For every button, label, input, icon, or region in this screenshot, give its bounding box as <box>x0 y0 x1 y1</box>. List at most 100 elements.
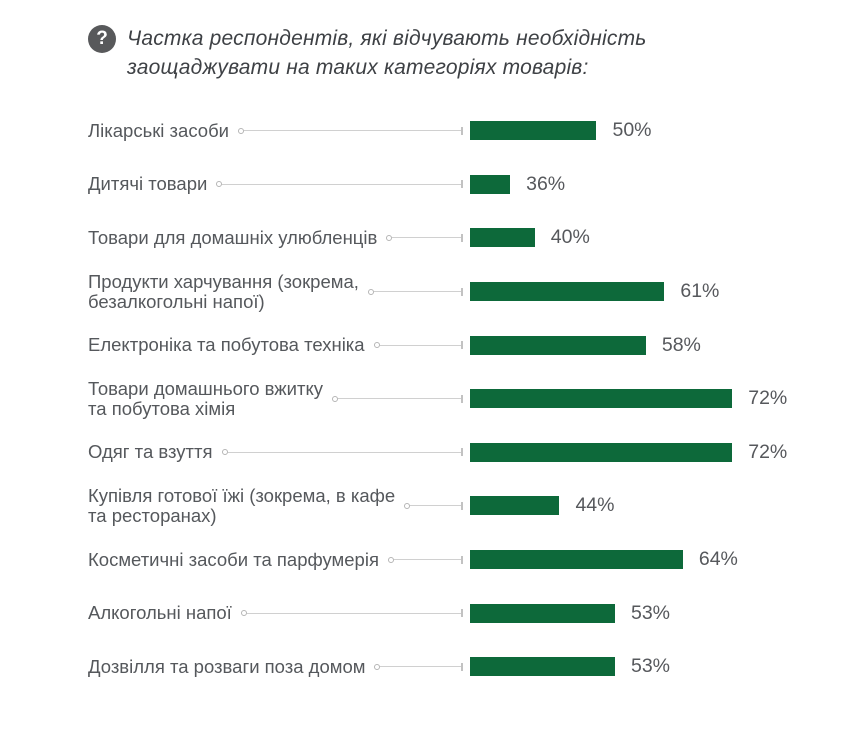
chart-row: Товари для домашніх улюбленців 40% <box>0 211 850 265</box>
category-label: Дитячі товари <box>88 173 208 195</box>
category-label: Купівля готової їжі (зокрема, в кафе та … <box>88 484 396 526</box>
value-label: 64% <box>698 548 738 571</box>
chart-row: Косметичні засоби та парфумерія 64% <box>0 533 850 587</box>
bar-zone: 61% <box>470 280 719 303</box>
leader-dot <box>240 610 247 617</box>
value-label: 36% <box>526 172 566 195</box>
bar-zone: 58% <box>470 334 701 357</box>
category-label: Лікарські засоби <box>88 119 230 141</box>
category-label-zone: Продукти харчування (зокрема, безалкогол… <box>88 270 470 312</box>
leader-line <box>221 448 463 457</box>
value-label: 40% <box>550 226 590 249</box>
leader-line <box>386 233 463 242</box>
leader-dot <box>238 127 245 134</box>
category-label: Одяг та взуття <box>88 441 213 463</box>
chart-row: Алкогольні напої 53% <box>0 586 850 640</box>
leader-rule <box>227 451 461 453</box>
bar <box>470 603 615 623</box>
leader-tick <box>461 609 463 618</box>
bar <box>470 228 535 248</box>
value-label: 72% <box>748 440 788 463</box>
leader-dot <box>387 556 394 563</box>
category-label: Алкогольні напої <box>88 602 232 624</box>
category-label-zone: Електроніка та побутова техніка <box>88 335 470 355</box>
leader-tick <box>461 394 463 403</box>
bar <box>470 496 560 516</box>
chart-title-line-2: заощаджувати на таких категоріях товарів… <box>127 56 589 79</box>
leader-dot <box>221 449 228 456</box>
leader-tick <box>461 180 463 189</box>
bar <box>470 282 665 302</box>
chart-rows: Лікарські засоби 50% Дитячі товари 36% <box>0 104 850 694</box>
chart-row: Продукти харчування (зокрема, безалкогол… <box>0 265 850 319</box>
bar <box>470 442 733 462</box>
bar-zone: 72% <box>470 387 787 410</box>
value-label: 58% <box>661 333 701 356</box>
bar-zone: 64% <box>470 548 738 571</box>
bar-zone: 40% <box>470 226 590 249</box>
value-label: 50% <box>612 119 652 142</box>
category-label-zone: Лікарські засоби <box>88 119 470 141</box>
category-label-zone: Дитячі товари <box>88 174 470 194</box>
category-label-zone: Товари для домашніх улюбленців <box>88 226 470 248</box>
category-label-zone: Косметичні засоби та парфумерія <box>88 549 470 570</box>
leader-rule <box>379 344 461 346</box>
bar <box>470 550 683 570</box>
category-label: Товари для домашніх улюбленців <box>88 226 378 248</box>
leader-rule <box>392 237 461 239</box>
category-label: Продукти харчування (зокрема, безалкогол… <box>88 270 359 312</box>
category-label: Електроніка та побутова техніка <box>88 334 365 356</box>
leader-line <box>367 287 463 296</box>
chart-title: Частка респондентів, які відчувають необ… <box>127 24 810 82</box>
leader-rule <box>410 505 461 507</box>
bar-zone: 44% <box>470 494 614 517</box>
leader-dot <box>373 342 380 349</box>
leader-line <box>240 609 463 618</box>
bar <box>470 174 511 194</box>
category-label-zone: Товари домашнього вжитку та побутова хім… <box>88 377 470 419</box>
leader-line <box>238 126 463 135</box>
leader-line <box>216 180 463 189</box>
leader-rule <box>338 398 461 400</box>
bar-zone: 53% <box>470 602 670 625</box>
bar-zone: 36% <box>470 173 565 196</box>
chart-row: Купівля готової їжі (зокрема, в кафе та … <box>0 479 850 533</box>
leader-tick <box>461 555 463 564</box>
leader-tick <box>461 662 463 671</box>
value-label: 72% <box>748 387 788 410</box>
leader-line <box>374 662 463 671</box>
chart-row: Лікарські засоби 50% <box>0 104 850 158</box>
leader-dot <box>386 234 393 241</box>
chart-title-line-1: Частка респондентів, які відчувають необ… <box>127 27 647 50</box>
chart-row: Дитячі товари 36% <box>0 158 850 212</box>
leader-line <box>373 341 463 350</box>
category-label-zone: Алкогольні напої <box>88 603 470 623</box>
leader-rule <box>393 559 461 561</box>
leader-line <box>404 501 463 510</box>
leader-dot <box>374 663 381 670</box>
leader-dot <box>367 288 374 295</box>
leader-rule <box>244 130 461 132</box>
leader-tick <box>461 501 463 510</box>
leader-dot <box>216 181 223 188</box>
bar-zone: 72% <box>470 441 787 464</box>
leader-line <box>387 555 463 564</box>
value-label: 53% <box>630 601 671 624</box>
question-icon: ? <box>88 25 116 53</box>
leader-tick <box>461 233 463 242</box>
bar <box>470 389 733 409</box>
leader-tick <box>461 341 463 350</box>
bar <box>470 335 646 355</box>
category-label-zone: Одяг та взуття <box>88 442 470 462</box>
category-label-zone: Дозвілля та розваги поза домом <box>88 655 470 677</box>
category-label: Дозвілля та розваги поза домом <box>88 655 366 677</box>
leader-rule <box>246 612 461 614</box>
chart-row: Електроніка та побутова техніка 58% <box>0 318 850 372</box>
leader-tick <box>461 287 463 296</box>
value-label: 61% <box>680 280 720 303</box>
category-label: Товари домашнього вжитку та побутова хім… <box>88 377 324 419</box>
category-label-zone: Купівля готової їжі (зокрема, в кафе та … <box>88 484 470 526</box>
leader-rule <box>373 291 461 293</box>
chart-header: ? Частка респондентів, які відчувають не… <box>0 0 850 82</box>
